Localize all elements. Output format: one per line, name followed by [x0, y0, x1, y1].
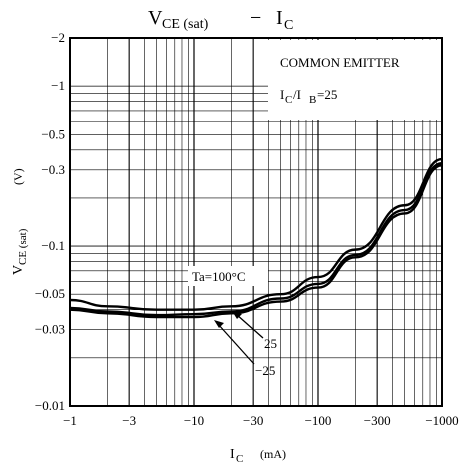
- x-tick-label: −100: [305, 413, 332, 428]
- series-line-1: [69, 161, 443, 317]
- title-tail: I: [276, 7, 283, 29]
- x-tick-labels: −1 −3 −10 −30 −100 −300 −1000: [63, 413, 459, 428]
- x-tick-label: −300: [364, 413, 391, 428]
- x-tick-label: −1: [63, 413, 77, 428]
- arrowhead-25: [232, 311, 242, 319]
- x-label-main: I: [230, 447, 235, 462]
- chart-title: V CE (sat) − I C: [148, 7, 293, 33]
- plot-frame: [69, 37, 443, 407]
- cond-ratio: =25: [317, 87, 337, 102]
- y-tick-label: −0.01: [35, 398, 65, 413]
- curves: [69, 157, 443, 319]
- conditions-line2: I C /I B =25: [280, 87, 337, 106]
- y-tick-label: −2: [51, 30, 65, 45]
- series-label-minus25: −25: [255, 363, 275, 378]
- conditions-box: [268, 40, 442, 120]
- arrowhead-minus25: [214, 320, 224, 328]
- series-label-25: 25: [264, 336, 277, 351]
- series-label-100c: Ta=100°C: [192, 269, 246, 284]
- y-tick-label: −0.1: [41, 238, 65, 253]
- x-label-sub: C: [236, 453, 243, 465]
- conditions-line1: COMMON EMITTER: [280, 55, 400, 70]
- cond-ib-sub: B: [309, 94, 316, 106]
- cond-ic: I: [280, 87, 284, 102]
- x-axis-label: I C (mA): [230, 447, 286, 465]
- cond-ic-sub: C: [285, 94, 292, 106]
- cond-ib: /I: [293, 87, 301, 102]
- title-main: V: [148, 7, 163, 29]
- y-tick-label: −0.3: [41, 162, 65, 177]
- y-axis-label: V CE (sat) (V): [11, 168, 29, 275]
- title-dash: −: [250, 7, 261, 29]
- title-main-subscript: CE (sat): [162, 17, 209, 32]
- y-tick-label: −1: [51, 78, 65, 93]
- arrow-25: [235, 313, 264, 339]
- x-tick-label: −30: [243, 413, 263, 428]
- y-label-sub: CE (sat): [17, 228, 29, 265]
- y-label-unit: (V): [11, 168, 25, 185]
- y-tick-label: −0.05: [35, 286, 65, 301]
- y-label-main: V: [11, 265, 26, 275]
- x-tick-label: −3: [122, 413, 136, 428]
- x-label-unit: (mA): [260, 447, 286, 461]
- y-tick-label: −0.03: [35, 322, 65, 337]
- title-tail-subscript: C: [284, 18, 293, 33]
- y-tick-labels: −0.01 −0.03 −0.05 −0.1 −0.3 −0.5 −1 −2: [35, 30, 65, 413]
- series-line-0: [69, 157, 443, 311]
- x-tick-label: −10: [184, 413, 204, 428]
- series-annotations: Ta=100°C 25 −25: [188, 266, 277, 378]
- label-bg-100: [188, 266, 268, 286]
- y-tick-label: −0.5: [41, 126, 65, 141]
- arrow-minus25: [217, 323, 255, 365]
- x-tick-label: −1000: [425, 413, 458, 428]
- series-line-2: [69, 164, 443, 319]
